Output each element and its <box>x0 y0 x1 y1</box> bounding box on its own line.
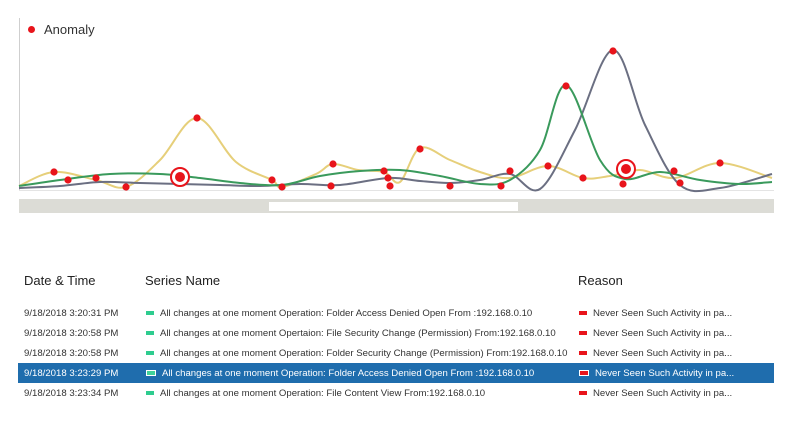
series-swatch-icon <box>146 351 154 355</box>
reason-swatch-icon <box>579 351 587 355</box>
table-header: Date & Time Series Name Reason <box>18 270 774 290</box>
anomaly-marker[interactable] <box>544 162 552 170</box>
anomaly-marker[interactable] <box>446 182 454 190</box>
anomaly-marker[interactable] <box>122 183 130 191</box>
cell-datetime: 9/18/2018 3:20:31 PM <box>24 307 119 319</box>
chart-legend[interactable]: Anomaly <box>28 22 95 37</box>
anomaly-chart: Anomaly <box>0 0 788 213</box>
header-series[interactable]: Series Name <box>145 272 221 288</box>
cell-reason: Never Seen Such Activity in pa... <box>578 348 774 359</box>
cell-reason: Never Seen Such Activity in pa... <box>578 308 774 319</box>
series-swatch-icon <box>146 331 154 335</box>
anomaly-marker[interactable] <box>562 82 570 90</box>
anomaly-marker[interactable] <box>619 180 627 188</box>
cell-datetime: 9/18/2018 3:20:58 PM <box>24 327 119 339</box>
cell-series: All changes at one moment Operation: Fol… <box>145 348 578 359</box>
series-name: All changes at one moment Operation: Fil… <box>160 387 486 399</box>
reason-swatch-icon <box>579 370 589 376</box>
series-swatch-icon <box>146 370 156 376</box>
header-reason[interactable]: Reason <box>578 272 623 288</box>
anomaly-marker[interactable] <box>327 182 335 190</box>
anomaly-dot-icon <box>28 26 35 33</box>
anomaly-marker[interactable] <box>386 182 394 190</box>
cell-datetime: 9/18/2018 3:23:29 PM <box>24 367 119 379</box>
anomaly-marker[interactable] <box>64 176 72 184</box>
anomaly-table: Date & Time Series Name Reason 9/18/2018… <box>18 270 774 403</box>
anomaly-marker[interactable] <box>609 47 617 55</box>
cell-datetime: 9/18/2018 3:20:58 PM <box>24 347 119 359</box>
anomaly-markers <box>50 47 724 191</box>
reason-text: Never Seen Such Activity in pa... <box>593 327 733 339</box>
cell-reason: Never Seen Such Activity in pa... <box>578 388 774 399</box>
header-datetime[interactable]: Date & Time <box>24 272 96 288</box>
table-row-selected[interactable]: 9/18/2018 3:23:29 PM All changes at one … <box>18 363 774 383</box>
cell-series: All changes at one moment Opertaion: Fil… <box>145 328 578 339</box>
anomaly-marker[interactable] <box>380 167 388 175</box>
reason-swatch-icon <box>579 331 587 335</box>
reason-text: Never Seen Such Activity in pa... <box>593 307 733 319</box>
reason-text: Never Seen Such Activity in pa... <box>593 347 733 359</box>
highlighted-anomaly-marker[interactable] <box>170 167 190 187</box>
anomaly-marker[interactable] <box>193 114 201 122</box>
reason-text: Never Seen Such Activity in pa... <box>595 367 735 379</box>
anomaly-marker[interactable] <box>670 167 678 175</box>
series-swatch-icon <box>146 311 154 315</box>
anomaly-marker[interactable] <box>579 174 587 182</box>
cell-series: All changes at one moment Operation: Fol… <box>145 368 578 379</box>
anomaly-marker[interactable] <box>506 167 514 175</box>
series-swatch-icon <box>146 391 154 395</box>
chart-canvas <box>18 18 774 193</box>
anomaly-marker[interactable] <box>268 176 276 184</box>
anomaly-marker[interactable] <box>92 174 100 182</box>
series-line-gray <box>18 48 773 193</box>
legend-label: Anomaly <box>44 22 95 37</box>
table-row[interactable]: 9/18/2018 3:20:58 PM All changes at one … <box>18 323 774 343</box>
anomaly-marker[interactable] <box>676 179 684 187</box>
reason-swatch-icon <box>579 311 587 315</box>
table-row[interactable]: 9/18/2018 3:20:31 PM All changes at one … <box>18 303 774 323</box>
anomaly-marker[interactable] <box>278 183 286 191</box>
reason-text: Never Seen Such Activity in pa... <box>593 387 733 399</box>
series-line-green <box>18 84 773 187</box>
reason-swatch-icon <box>579 391 587 395</box>
cell-series: All changes at one moment Operation: Fil… <box>145 388 578 399</box>
anomaly-marker[interactable] <box>416 145 424 153</box>
anomaly-marker[interactable] <box>384 174 392 182</box>
range-scrollbar-thumb[interactable] <box>269 202 518 211</box>
anomaly-marker[interactable] <box>50 168 58 176</box>
cell-reason: Never Seen Such Activity in pa... <box>578 328 774 339</box>
series-name: All changes at one moment Operation: Fol… <box>160 347 568 359</box>
table-row[interactable]: 9/18/2018 3:23:34 PM All changes at one … <box>18 383 774 403</box>
cell-datetime: 9/18/2018 3:23:34 PM <box>24 387 119 399</box>
series-name: All changes at one moment Operation: Fol… <box>162 367 535 379</box>
anomaly-marker[interactable] <box>716 159 724 167</box>
series-name: All changes at one moment Opertaion: Fil… <box>160 327 556 339</box>
table-row[interactable]: 9/18/2018 3:20:58 PM All changes at one … <box>18 343 774 363</box>
anomaly-marker[interactable] <box>497 182 505 190</box>
cell-series: All changes at one moment Operation: Fol… <box>145 308 578 319</box>
range-scrollbar[interactable] <box>19 199 774 213</box>
anomaly-marker[interactable] <box>329 160 337 168</box>
cell-reason: Never Seen Such Activity in pa... <box>578 368 774 379</box>
series-layer <box>18 48 773 193</box>
highlighted-anomaly-marker[interactable] <box>616 159 636 179</box>
series-name: All changes at one moment Operation: Fol… <box>160 307 533 319</box>
